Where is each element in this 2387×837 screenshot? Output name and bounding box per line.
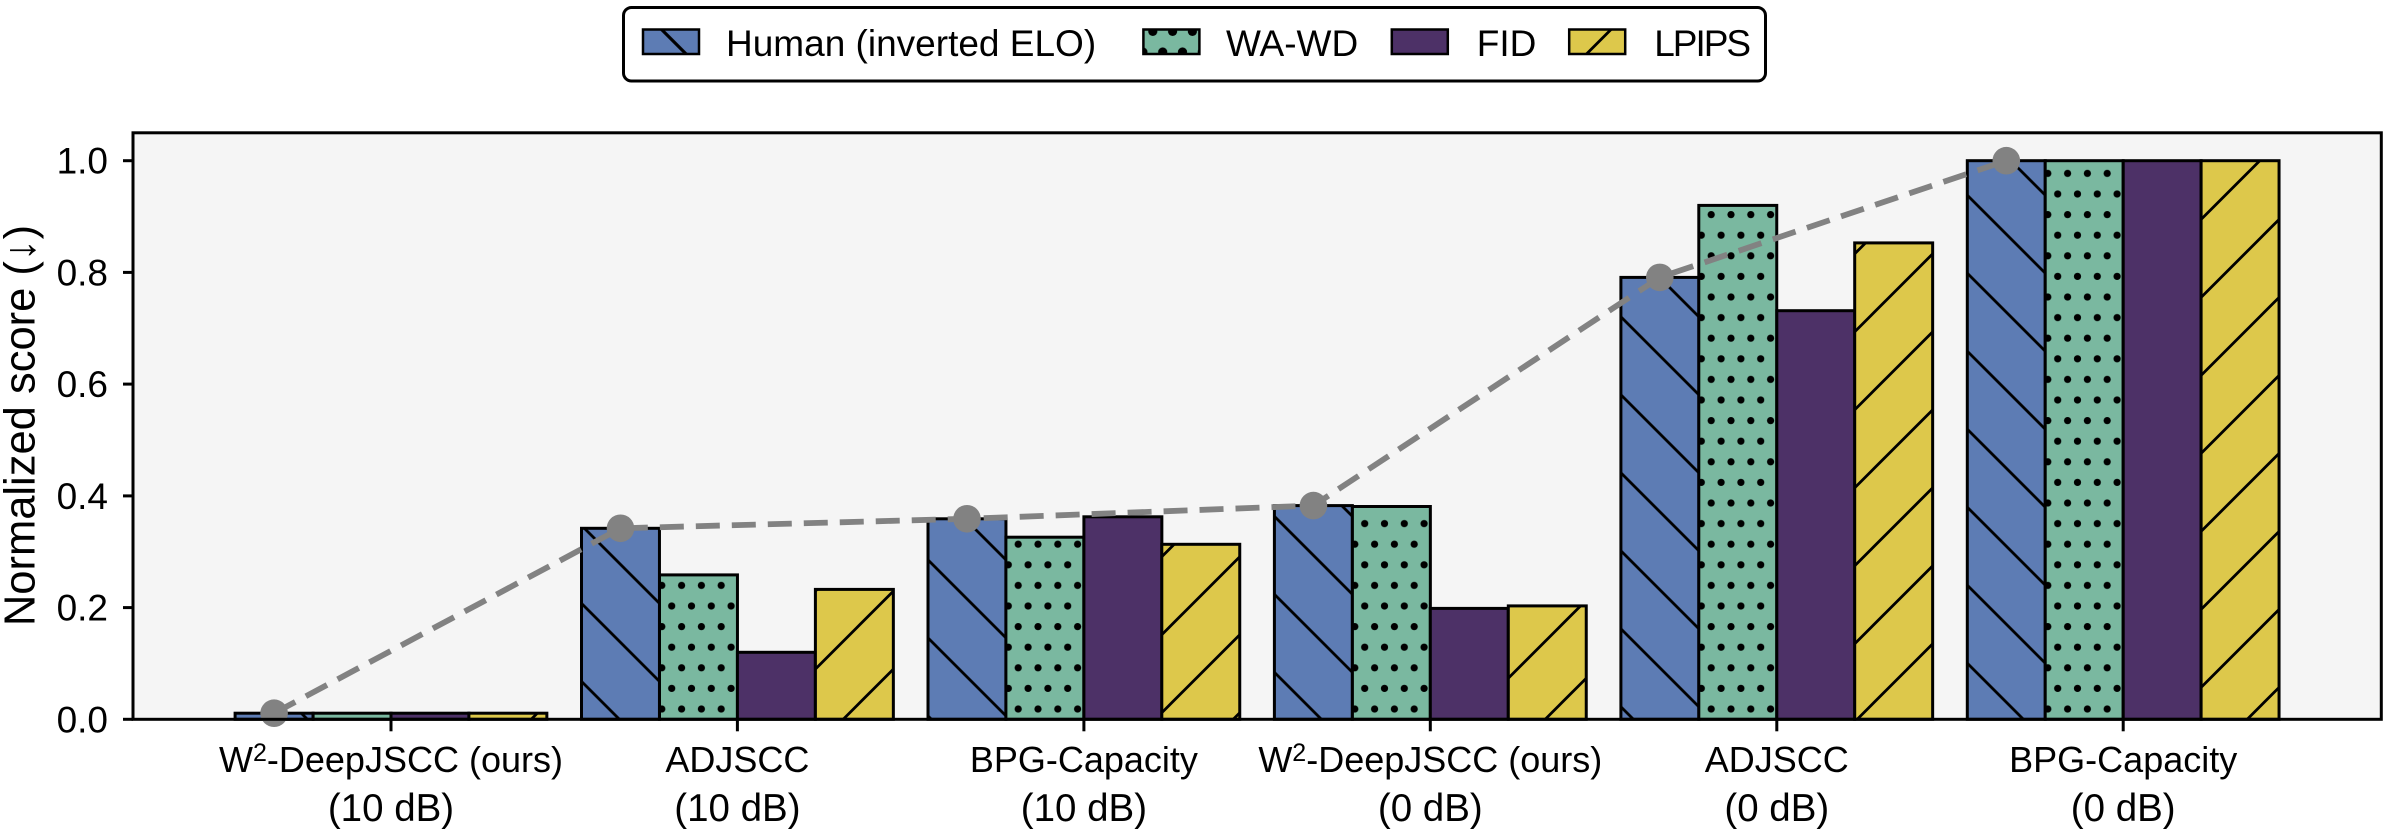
svg-text:0.6: 0.6 xyxy=(57,364,108,405)
svg-text:Human (inverted ELO): Human (inverted ELO) xyxy=(726,23,1096,64)
svg-text:(0 dB): (0 dB) xyxy=(2071,787,2176,830)
svg-text:Normalized score (↓): Normalized score (↓) xyxy=(0,225,45,626)
svg-text:0.0: 0.0 xyxy=(57,699,108,740)
svg-text:LPIPS: LPIPS xyxy=(1654,23,1749,64)
svg-text:(0 dB): (0 dB) xyxy=(1378,787,1483,830)
svg-text:(0 dB): (0 dB) xyxy=(1724,787,1829,830)
svg-text:0.8: 0.8 xyxy=(57,252,108,293)
svg-text:BPG-Capacity: BPG-Capacity xyxy=(2009,739,2237,780)
svg-text:0.2: 0.2 xyxy=(57,588,108,629)
svg-text:WA-WD: WA-WD xyxy=(1226,23,1358,64)
svg-text:ADJSCC: ADJSCC xyxy=(1705,739,1849,780)
svg-text:W2-DeepJSCC (ours): W2-DeepJSCC (ours) xyxy=(1258,739,1602,780)
svg-text:W2-DeepJSCC (ours): W2-DeepJSCC (ours) xyxy=(219,739,563,780)
svg-text:ADJSCC: ADJSCC xyxy=(665,739,809,780)
svg-text:(10 dB): (10 dB) xyxy=(328,787,454,830)
svg-text:FID: FID xyxy=(1477,23,1537,64)
svg-text:BPG-Capacity: BPG-Capacity xyxy=(970,739,1198,780)
svg-text:(10 dB): (10 dB) xyxy=(674,787,800,830)
svg-text:1.0: 1.0 xyxy=(57,141,108,182)
svg-text:0.4: 0.4 xyxy=(57,476,108,517)
svg-text:(10 dB): (10 dB) xyxy=(1021,787,1147,830)
